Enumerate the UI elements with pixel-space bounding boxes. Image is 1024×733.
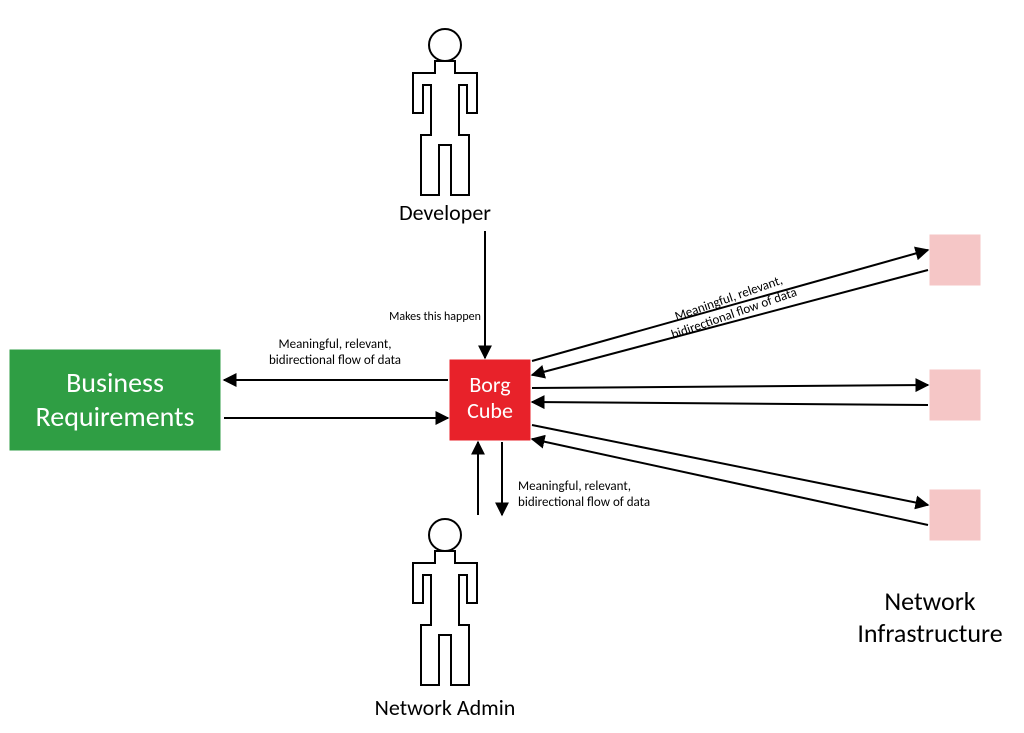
network-admin-actor xyxy=(413,519,477,685)
edge-label-business-2: bidirectional flow of data xyxy=(269,353,401,368)
borg-cube-node: Borg Cube xyxy=(450,360,530,440)
network-admin-label: Network Admin xyxy=(375,694,516,721)
network-infra-box-2 xyxy=(930,370,980,420)
business-requirements-label-1: Business xyxy=(66,365,164,400)
edge-label-admin-1: Meaningful, relevant, xyxy=(518,479,631,494)
edge-label-dev: Makes this happen xyxy=(389,310,481,324)
network-infra-box-3 xyxy=(930,490,980,540)
developer-label: Developer xyxy=(399,199,491,226)
network-infra-box-1 xyxy=(930,235,980,285)
business-requirements-label-2: Requirements xyxy=(36,399,195,434)
network-infra-label-2: Infrastructure xyxy=(857,617,1002,649)
borg-cube-label-2: Cube xyxy=(467,397,513,424)
borg-cube-label-1: Borg xyxy=(469,371,510,398)
edge-label-business-1: Meaningful, relevant, xyxy=(279,337,392,352)
edge-borg-to-infra2 xyxy=(532,385,928,388)
edge-label-admin-2: bidirectional flow of data xyxy=(518,495,650,510)
network-infra-label-1: Network xyxy=(884,585,975,617)
diagram-canvas: Business Requirements Borg Cube Network … xyxy=(0,0,1024,733)
edge-label-infra-group: Meaningful, relevant, bidirectional flow… xyxy=(664,270,799,343)
edge-infra2-to-borg xyxy=(532,402,928,405)
business-requirements-node: Business Requirements xyxy=(10,350,220,450)
developer-actor xyxy=(413,29,477,195)
